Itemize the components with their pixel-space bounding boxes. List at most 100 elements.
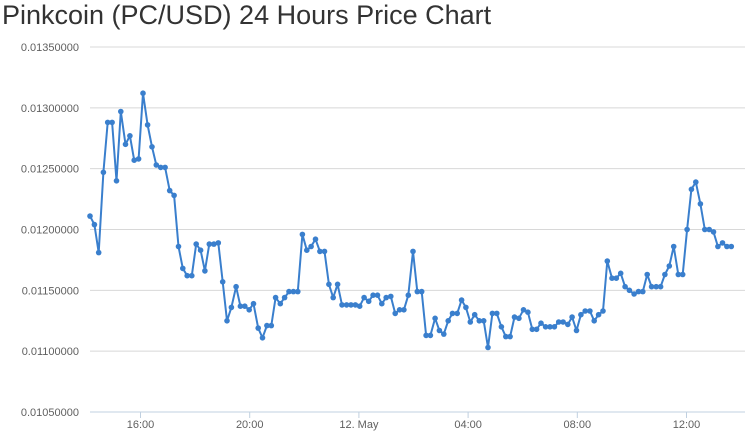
data-point[interactable] xyxy=(533,326,540,333)
data-point[interactable] xyxy=(494,310,500,317)
data-point[interactable] xyxy=(259,335,266,341)
data-point[interactable] xyxy=(334,281,341,288)
data-point[interactable] xyxy=(281,294,288,301)
data-point[interactable] xyxy=(591,318,597,324)
data-point[interactable] xyxy=(321,248,328,255)
data-point[interactable] xyxy=(706,226,712,233)
data-point[interactable] xyxy=(463,304,469,311)
data-point[interactable] xyxy=(166,187,173,194)
data-point[interactable] xyxy=(189,272,195,279)
data-point[interactable] xyxy=(480,318,487,324)
data-point[interactable] xyxy=(427,332,434,339)
data-point[interactable] xyxy=(193,241,199,247)
data-point[interactable] xyxy=(476,318,483,324)
data-point[interactable] xyxy=(724,243,730,250)
data-point[interactable] xyxy=(255,325,261,331)
data-point[interactable] xyxy=(684,226,690,233)
data-point[interactable] xyxy=(330,294,337,301)
data-point[interactable] xyxy=(551,324,558,330)
data-point[interactable] xyxy=(184,272,190,279)
data-point[interactable] xyxy=(277,300,284,307)
data-point[interactable] xyxy=(617,270,624,277)
data-point[interactable] xyxy=(162,164,168,171)
data-point[interactable] xyxy=(118,108,124,115)
data-point[interactable] xyxy=(507,333,513,340)
data-point[interactable] xyxy=(441,331,447,337)
data-point[interactable] xyxy=(242,303,248,310)
data-point[interactable] xyxy=(511,314,518,320)
data-point[interactable] xyxy=(644,271,650,278)
data-point[interactable] xyxy=(224,318,230,324)
data-point[interactable] xyxy=(648,283,655,290)
data-point[interactable] xyxy=(95,249,102,256)
data-point[interactable] xyxy=(489,310,496,317)
data-point[interactable] xyxy=(458,297,465,303)
data-point[interactable] xyxy=(635,288,642,295)
data-point[interactable] xyxy=(100,169,107,176)
data-point[interactable] xyxy=(688,186,695,193)
data-point[interactable] xyxy=(131,157,137,163)
data-point[interactable] xyxy=(348,302,354,308)
data-point[interactable] xyxy=(693,179,699,185)
data-point[interactable] xyxy=(113,178,120,184)
data-point[interactable] xyxy=(555,319,562,325)
data-point[interactable] xyxy=(653,283,659,290)
data-point[interactable] xyxy=(498,324,505,330)
data-point[interactable] xyxy=(432,315,438,322)
data-point[interactable] xyxy=(233,283,239,290)
data-point[interactable] xyxy=(423,332,429,339)
data-point[interactable] xyxy=(396,307,403,313)
data-point[interactable] xyxy=(122,141,129,148)
data-point[interactable] xyxy=(410,248,416,255)
data-point[interactable] xyxy=(87,213,93,219)
data-point[interactable] xyxy=(383,294,390,301)
data-point[interactable] xyxy=(388,293,394,300)
data-point[interactable] xyxy=(365,298,372,305)
data-point[interactable] xyxy=(237,303,244,310)
data-point[interactable] xyxy=(414,288,421,295)
data-point[interactable] xyxy=(640,288,646,295)
data-point[interactable] xyxy=(670,243,677,250)
data-point[interactable] xyxy=(604,258,611,264)
data-point[interactable] xyxy=(290,288,297,295)
data-point[interactable] xyxy=(317,248,323,255)
data-point[interactable] xyxy=(657,283,664,290)
data-point[interactable] xyxy=(109,119,115,126)
data-point[interactable] xyxy=(175,243,182,250)
data-point[interactable] xyxy=(246,307,252,313)
data-point[interactable] xyxy=(587,308,593,314)
data-point[interactable] xyxy=(715,243,721,250)
data-point[interactable] xyxy=(679,271,686,278)
data-point[interactable] xyxy=(356,303,363,310)
data-point[interactable] xyxy=(520,307,527,313)
data-point[interactable] xyxy=(445,318,452,324)
data-point[interactable] xyxy=(697,201,704,207)
data-point[interactable] xyxy=(140,90,146,96)
data-point[interactable] xyxy=(153,162,160,168)
data-point[interactable] xyxy=(268,322,275,329)
data-point[interactable] xyxy=(326,281,332,288)
data-point[interactable] xyxy=(573,327,580,334)
data-point[interactable] xyxy=(471,311,478,318)
data-point[interactable] xyxy=(91,221,98,228)
data-point[interactable] xyxy=(228,304,235,311)
data-point[interactable] xyxy=(219,279,226,285)
data-point[interactable] xyxy=(127,133,133,139)
data-point[interactable] xyxy=(613,275,620,282)
data-point[interactable] xyxy=(578,311,584,318)
data-point[interactable] xyxy=(211,241,217,247)
data-point[interactable] xyxy=(215,240,222,246)
data-point[interactable] xyxy=(135,156,142,162)
data-point[interactable] xyxy=(569,314,575,320)
data-point[interactable] xyxy=(401,307,407,313)
data-point[interactable] xyxy=(157,164,164,171)
data-point[interactable] xyxy=(104,119,111,126)
data-point[interactable] xyxy=(719,240,726,246)
data-point[interactable] xyxy=(343,302,350,308)
data-point[interactable] xyxy=(710,229,717,235)
data-point[interactable] xyxy=(595,311,602,318)
data-point[interactable] xyxy=(565,321,571,328)
data-point[interactable] xyxy=(626,287,633,294)
data-point[interactable] xyxy=(547,324,553,330)
data-point[interactable] xyxy=(308,243,314,250)
